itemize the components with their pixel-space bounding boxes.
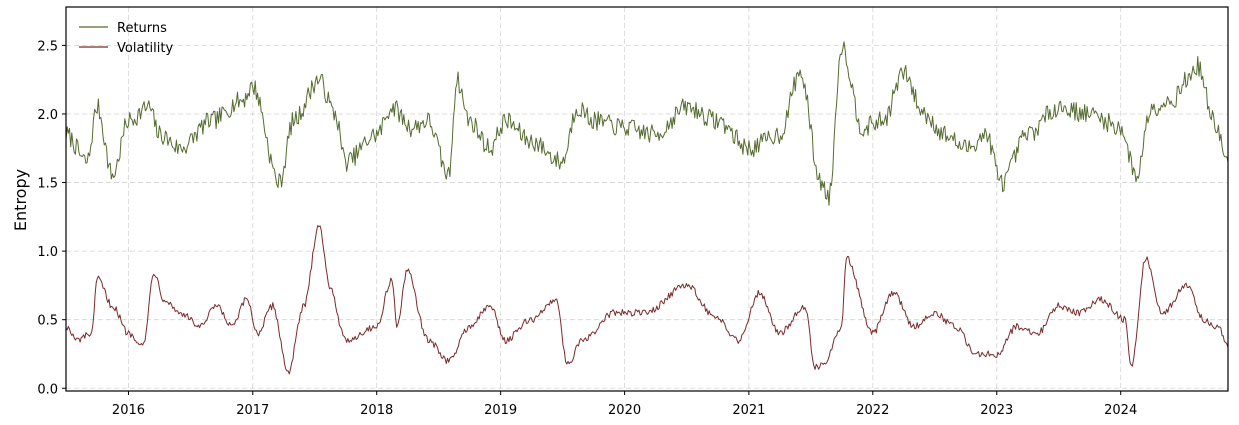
x-tick-label: 2018 xyxy=(360,403,393,418)
x-tick-label: 2019 xyxy=(484,403,517,418)
series-group xyxy=(65,41,1229,375)
series-line-returns xyxy=(65,41,1229,206)
x-tick-label: 2024 xyxy=(1104,403,1137,418)
y-tick-label: 1.0 xyxy=(37,245,58,260)
legend-label-returns: Returns xyxy=(117,21,167,36)
x-axis: 2016 2017 2018 2019 2020 2021 2022 2023 2024 xyxy=(112,391,1137,418)
x-tick-label: 2023 xyxy=(980,403,1013,418)
grid xyxy=(66,7,1228,391)
legend-label-volatility: Volatility xyxy=(117,41,173,56)
legend: Returns Volatility xyxy=(79,21,173,56)
x-tick-label: 2016 xyxy=(112,403,145,418)
y-axis: 0.0 0.5 1.0 1.5 2.0 2.5 xyxy=(37,39,66,397)
y-axis-title: Entropy xyxy=(11,169,30,231)
x-tick-label: 2022 xyxy=(856,403,889,418)
series-line-volatility xyxy=(65,225,1229,375)
y-tick-label: 0.5 xyxy=(37,314,58,329)
plot-frame xyxy=(65,6,1229,392)
y-tick-label: 2.0 xyxy=(37,108,58,123)
x-tick-label: 2017 xyxy=(236,403,269,418)
y-tick-label: 1.5 xyxy=(37,177,58,192)
plot-background xyxy=(66,7,1228,391)
x-tick-label: 2020 xyxy=(608,403,641,418)
y-tick-label: 0.0 xyxy=(37,382,58,397)
x-tick-label: 2021 xyxy=(732,403,765,418)
y-tick-label: 2.5 xyxy=(37,39,58,54)
